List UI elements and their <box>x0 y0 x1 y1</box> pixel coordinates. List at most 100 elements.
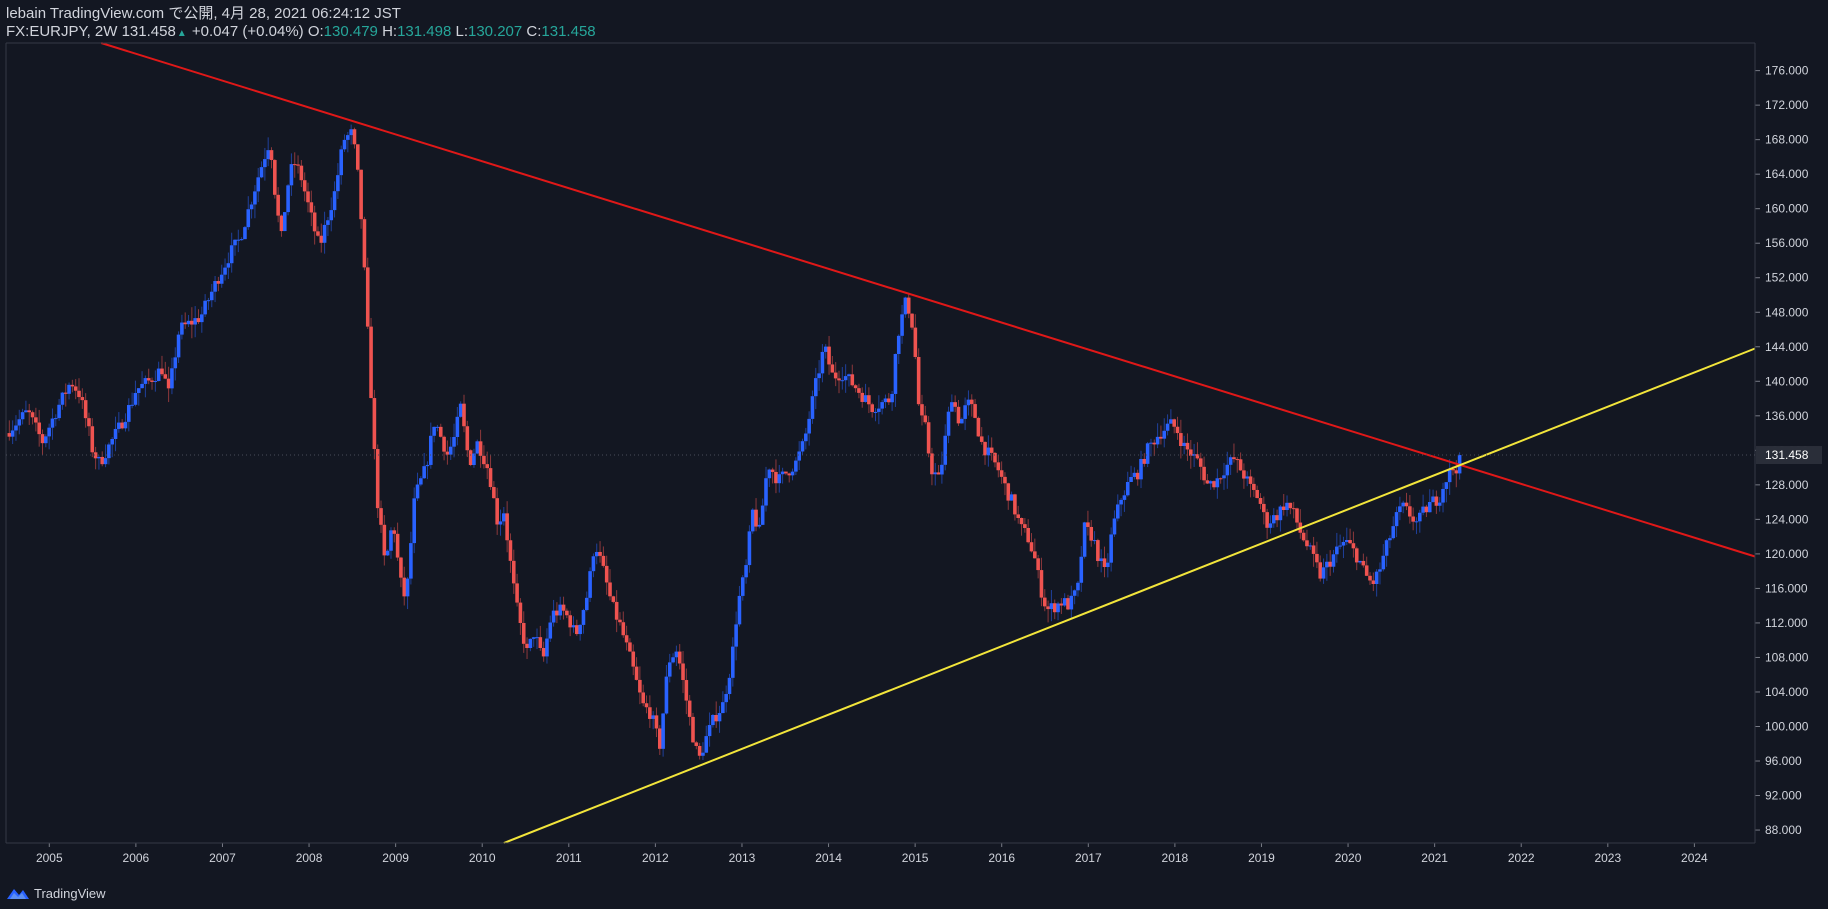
candle-body <box>1145 443 1150 464</box>
candle-body <box>900 314 904 336</box>
candle-body <box>1311 545 1316 554</box>
candle-body <box>787 473 792 476</box>
candle-body <box>1308 545 1313 547</box>
candle-body <box>1305 540 1309 547</box>
price-axis[interactable]: 176.000 172.000 168.000 164.000 160.000 156.0… <box>1755 64 1822 837</box>
candle-body <box>608 582 612 597</box>
candle-body <box>1218 478 1223 480</box>
candle-body <box>1062 598 1067 606</box>
candle-body <box>1321 567 1326 579</box>
candle-body <box>1172 419 1177 427</box>
candle-body <box>850 374 855 386</box>
candle-body <box>1384 540 1389 556</box>
candle-body <box>936 472 941 475</box>
candle-body <box>551 610 556 623</box>
candle-body <box>697 745 702 756</box>
high-label: H: <box>382 23 398 40</box>
candle-body <box>67 384 71 394</box>
candle-body <box>1427 501 1432 513</box>
year-tick-label: 2010 <box>469 851 496 865</box>
candle-body <box>1344 540 1349 542</box>
candle-body <box>468 450 473 466</box>
candle-body <box>1291 508 1296 510</box>
candle-body <box>1119 499 1123 505</box>
candle-body <box>654 715 659 729</box>
candle-body <box>419 478 423 485</box>
candle-body <box>14 425 18 431</box>
candle-body <box>1242 470 1246 479</box>
time-axis[interactable]: 2005 2006 2007 2008 2009 2010 2011 2012 2013 2014… <box>36 843 1708 865</box>
candle-body <box>926 422 931 454</box>
candle-body <box>332 191 337 211</box>
candle-body <box>7 433 12 437</box>
candle-body <box>482 455 486 465</box>
candle-body <box>661 713 665 749</box>
candle-body <box>707 725 712 737</box>
candle-body <box>83 400 88 419</box>
candle-body <box>1056 603 1060 613</box>
candle-body <box>365 267 370 327</box>
candle-body <box>1335 546 1339 555</box>
candle-body <box>691 716 695 743</box>
candle-body <box>1408 506 1412 517</box>
tradingview-logo-icon <box>7 889 29 899</box>
candle-body <box>983 441 987 456</box>
candle-body <box>548 622 553 639</box>
candle-body <box>578 624 582 635</box>
candle-body <box>760 505 765 525</box>
candle-body <box>584 597 589 611</box>
candle-body <box>774 471 778 484</box>
candle-body <box>508 540 513 561</box>
candle-body <box>53 418 58 420</box>
year-tick-label: 2022 <box>1508 851 1535 865</box>
candle-body <box>216 281 221 284</box>
candle-body <box>355 144 360 170</box>
candle-body <box>1109 534 1113 563</box>
chart-header: lebain TradingView.com で公開, 4月 28, 2021 … <box>6 5 596 43</box>
candle-body <box>495 498 499 525</box>
trendlines-layer <box>100 42 1756 844</box>
candle-body <box>432 426 436 436</box>
candle-body <box>1039 570 1044 598</box>
last-price: 131.458 <box>121 23 176 40</box>
low-value: 130.207 <box>468 23 523 40</box>
footer-brand[interactable]: TradingView <box>6 885 106 901</box>
candle-body <box>1258 498 1263 504</box>
candle-body <box>734 624 738 647</box>
candle-body <box>296 164 300 166</box>
candle-body <box>193 318 197 325</box>
candle-body <box>442 436 446 452</box>
candle-body <box>631 651 636 667</box>
candle-body <box>1262 503 1266 513</box>
candle-body <box>10 430 15 437</box>
candle-body <box>1361 560 1366 566</box>
candle-body <box>993 452 997 463</box>
candle-body <box>395 533 400 558</box>
candle-body <box>107 444 111 459</box>
candle-body <box>97 456 101 459</box>
candle-body <box>20 412 25 420</box>
candle-body <box>100 456 105 465</box>
candle-body <box>402 577 407 597</box>
candle-body <box>73 386 78 391</box>
candle-body <box>511 560 516 584</box>
candle-body <box>714 714 719 722</box>
candle-body <box>140 383 144 389</box>
candle-body <box>1341 541 1346 546</box>
candle-body <box>790 471 795 476</box>
year-tick-label: 2009 <box>382 851 409 865</box>
candle-body <box>219 274 224 284</box>
candle-body <box>1404 502 1409 507</box>
candle-body <box>810 396 815 419</box>
candle-body <box>233 239 237 246</box>
candle-body <box>853 385 858 389</box>
candle-body <box>581 610 586 625</box>
candle-body <box>1029 542 1034 552</box>
candle-body <box>740 577 745 596</box>
candle-body <box>379 508 383 525</box>
candle-body <box>877 408 881 412</box>
candle-body <box>322 224 327 243</box>
candle-body <box>1434 496 1439 506</box>
candle-body <box>628 642 632 652</box>
